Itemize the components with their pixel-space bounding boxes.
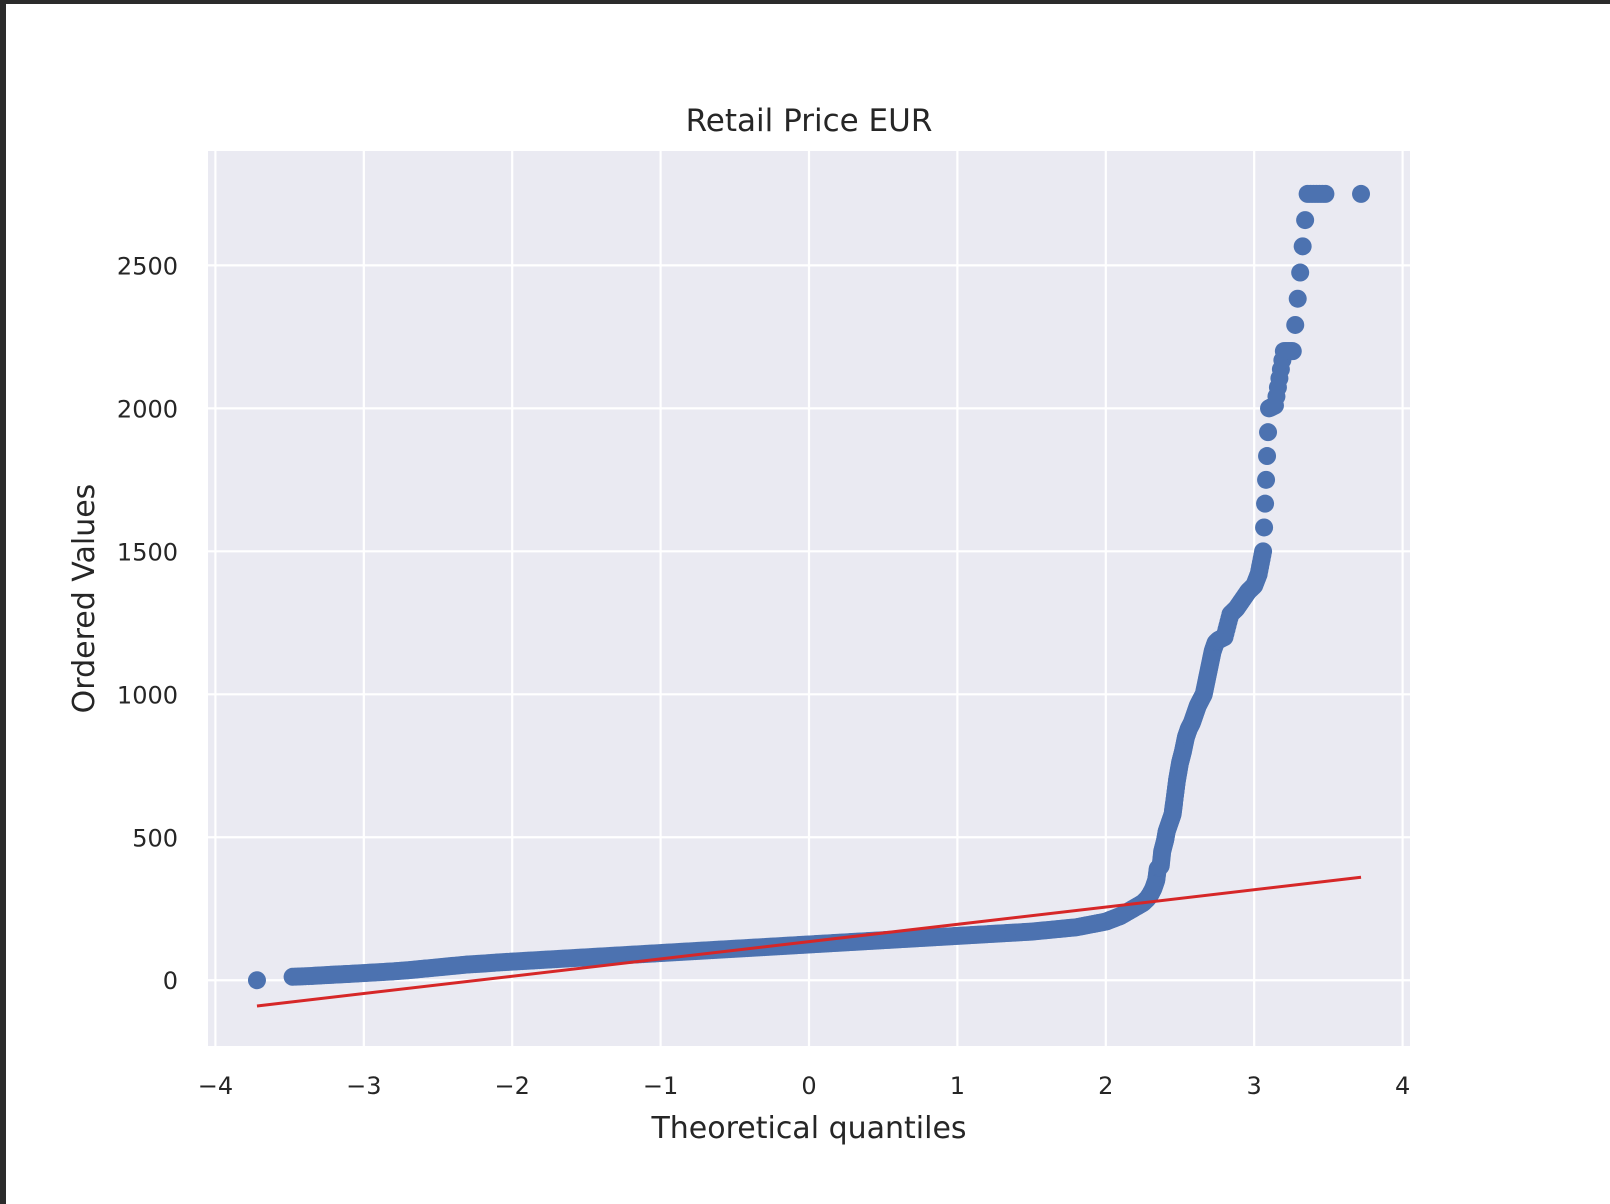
data-point [247, 971, 266, 990]
x-tick-label: −4 [198, 1072, 233, 1100]
data-point [1255, 518, 1274, 537]
x-tick-label: 0 [801, 1072, 816, 1100]
data-point [1259, 423, 1278, 442]
x-tick-label: 3 [1247, 1072, 1262, 1100]
x-tick-label: 2 [1098, 1072, 1113, 1100]
data-point [1291, 263, 1310, 282]
data-point [1253, 546, 1272, 565]
data-point [1288, 289, 1307, 308]
data-point [1313, 184, 1332, 203]
x-tick-label: 1 [950, 1072, 965, 1100]
data-point [1352, 184, 1371, 203]
x-tick-label: −2 [495, 1072, 530, 1100]
y-tick-label: 2000 [117, 395, 178, 423]
data-point [1257, 470, 1276, 489]
x-tick-labels: −4 −3 −2 −1 0 1 2 3 4 [198, 1072, 1410, 1100]
y-tick-label: 1500 [117, 538, 178, 566]
x-tick-label: −1 [643, 1072, 678, 1100]
x-gridlines [214, 151, 1404, 1046]
fit-line [256, 875, 1362, 1008]
data-point [1282, 342, 1301, 361]
data-point [1258, 447, 1277, 466]
x-axis-label: Theoretical quantiles [650, 1111, 966, 1146]
data-point [1296, 211, 1315, 230]
x-tick-label: −3 [346, 1072, 381, 1100]
x-tick-label: 4 [1395, 1072, 1410, 1100]
y-tick-label: 1000 [117, 681, 178, 709]
data-point [1286, 315, 1305, 334]
y-axis-label: Ordered Values [67, 484, 102, 714]
chart-title: Retail Price EUR [686, 103, 933, 139]
data-point [1293, 237, 1312, 256]
y-tick-label: 0 [163, 967, 178, 995]
data-point [1256, 494, 1275, 513]
y-tick-label: 2500 [117, 252, 178, 280]
figure-canvas: −4 −3 −2 −1 0 1 2 3 4 0 500 1000 1500 2000 2500 Retai… [6, 4, 1610, 1204]
y-tick-label: 500 [132, 824, 178, 852]
qq-plot: −4 −3 −2 −1 0 1 2 3 4 0 500 1000 1500 2000 2500 Retai… [67, 103, 1410, 1146]
y-tick-labels: 0 500 1000 1500 2000 2500 [117, 252, 178, 995]
